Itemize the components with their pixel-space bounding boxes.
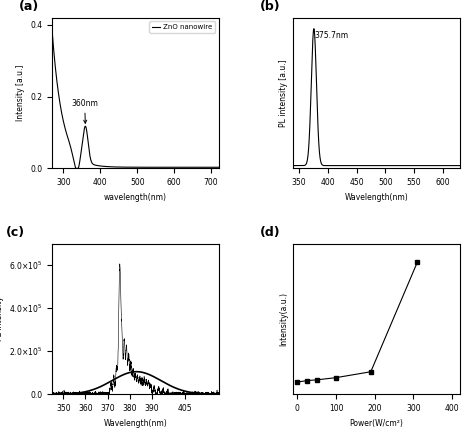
Y-axis label: Intensity(a.u.): Intensity(a.u.)	[279, 292, 288, 346]
Y-axis label: PL intensity: PL intensity	[0, 296, 4, 342]
X-axis label: Power(W/cm²): Power(W/cm²)	[350, 419, 403, 427]
Text: (c): (c)	[6, 226, 25, 239]
X-axis label: Wavelength(nm): Wavelength(nm)	[345, 193, 409, 202]
Text: 375.7nm: 375.7nm	[315, 31, 349, 40]
Text: (a): (a)	[19, 0, 39, 13]
Y-axis label: Intensity [a.u.]: Intensity [a.u.]	[16, 65, 25, 121]
Text: (b): (b)	[260, 0, 281, 13]
Y-axis label: PL intensity [a.u.]: PL intensity [a.u.]	[279, 59, 288, 127]
Legend: ZnO nanowire: ZnO nanowire	[149, 21, 215, 33]
Text: (d): (d)	[260, 226, 281, 239]
X-axis label: Wavelength(nm): Wavelength(nm)	[103, 419, 167, 427]
X-axis label: wavelength(nm): wavelength(nm)	[104, 193, 167, 202]
Text: 360nm: 360nm	[71, 99, 98, 123]
